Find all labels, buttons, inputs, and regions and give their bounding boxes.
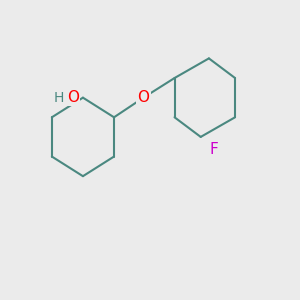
Text: O: O bbox=[137, 90, 149, 105]
Text: O: O bbox=[67, 90, 79, 105]
Text: H: H bbox=[53, 91, 64, 105]
Text: F: F bbox=[209, 142, 218, 158]
